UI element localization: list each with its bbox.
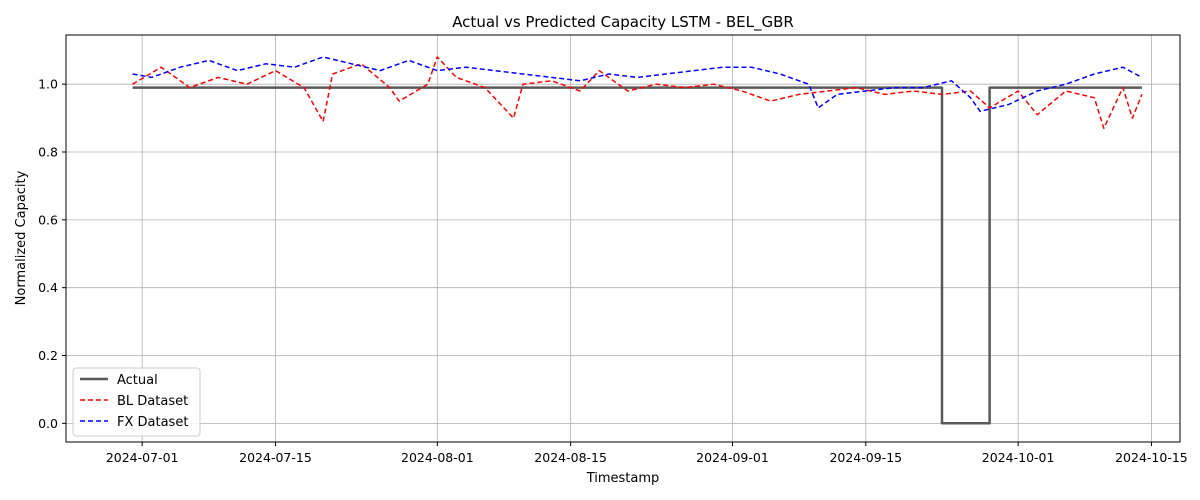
y-tick-label: 0.4 [38, 280, 58, 295]
bl-dataset-series-line [132, 56, 1143, 130]
legend-box [72, 367, 201, 437]
y-tick-label: 0.2 [38, 348, 58, 363]
x-tick-label: 2024-10-01 [982, 450, 1055, 465]
y-axis-title: Normalized Capacity [14, 170, 29, 305]
plot-series [132, 56, 1143, 425]
grid [66, 35, 1180, 442]
legend-label-bl: BL Dataset [117, 394, 188, 409]
legend-label-fx: FX Dataset [117, 415, 188, 430]
y-tick-label: 0.0 [38, 416, 58, 431]
legend: Actual BL Dataset FX Dataset [72, 367, 201, 437]
actual-series-line [132, 86, 1142, 425]
legend-label-actual: Actual [117, 373, 158, 388]
x-tick-label: 2024-09-01 [696, 450, 769, 465]
x-tick-label: 2024-08-15 [534, 450, 607, 465]
plot-frame [65, 34, 1181, 443]
y-tick-label: 0.6 [38, 212, 58, 227]
x-axis-title: Timestamp [586, 471, 660, 486]
x-tick-label: 2024-07-15 [239, 450, 312, 465]
x-tick-label: 2024-07-01 [106, 450, 179, 465]
fx-dataset-series-line [132, 56, 1143, 113]
chart-title: Actual vs Predicted Capacity LSTM - BEL_… [452, 13, 794, 32]
x-tick-label: 2024-08-01 [401, 450, 474, 465]
x-tick-label: 2024-09-15 [829, 450, 902, 465]
y-tick-label: 0.8 [38, 145, 58, 160]
y-tick-label: 1.0 [38, 77, 58, 92]
x-tick-label: 2024-10-15 [1115, 450, 1188, 465]
x-axis-ticks: 2024-07-01 2024-07-15 2024-08-01 2024-08-15… [106, 442, 1188, 465]
y-axis-ticks: 0.0 0.2 0.4 0.6 0.8 1.0 [38, 77, 66, 431]
